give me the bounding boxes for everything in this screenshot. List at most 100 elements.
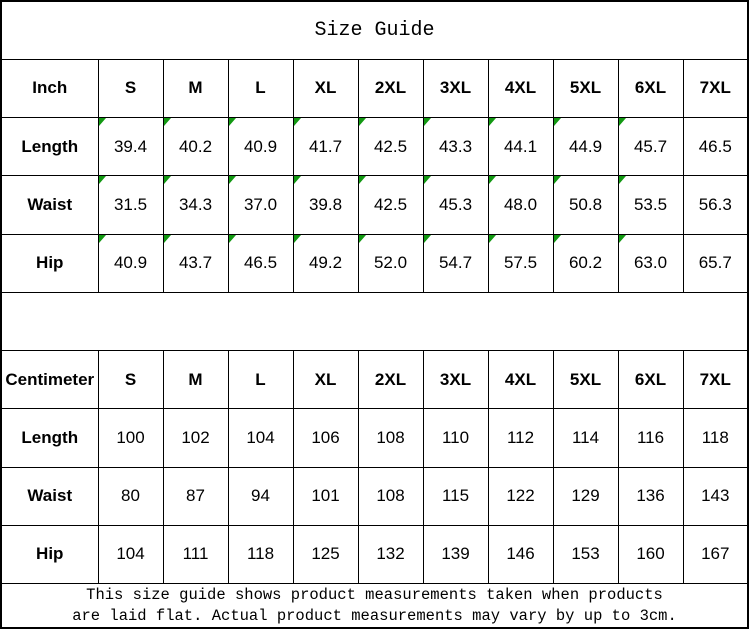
measurement-value-cell: 48.0	[487, 175, 554, 235]
footer-row: This size guide shows product measuremen…	[0, 583, 749, 629]
inch-waist-row: Waist 31.5 34.3 37.0 39.8 42.5 45.3 48.0 50.8 53.…	[0, 175, 749, 235]
cell-corner-indicator-icon	[294, 176, 301, 185]
size-column-header-3xl: 3XL	[422, 58, 489, 119]
cell-corner-indicator-icon	[554, 118, 561, 126]
measurement-label-waist: Waist	[0, 175, 99, 235]
measurement-value-cell: 52.0	[357, 233, 424, 293]
cell-corner-indicator-icon	[164, 176, 171, 185]
size-column-header-l: L	[227, 58, 294, 119]
size-column-header-l: L	[227, 349, 294, 410]
cell-corner-indicator-icon	[554, 176, 561, 185]
size-column-header-s: S	[97, 58, 164, 119]
cell-corner-indicator-icon	[294, 118, 301, 126]
measurement-value-cell: 106	[292, 408, 359, 468]
footer-note-line-1: This size guide shows product measuremen…	[86, 585, 663, 604]
table-spacer-row	[0, 291, 749, 352]
cell-corner-indicator-icon	[424, 176, 431, 185]
size-column-header-2xl: 2XL	[357, 58, 424, 119]
measurement-value-cell: 112	[487, 408, 554, 468]
cell-corner-indicator-icon	[294, 235, 301, 243]
measurement-value-cell: 34.3	[162, 175, 229, 235]
measurement-value-cell: 40.2	[162, 116, 229, 177]
footer-note: This size guide shows product measuremen…	[0, 583, 749, 629]
measurement-label-length: Length	[0, 408, 99, 468]
title-row: Size Guide	[0, 0, 749, 60]
measurement-value-cell: 87	[162, 466, 229, 526]
size-column-header-m: M	[162, 349, 229, 410]
measurement-value-cell: 45.7	[617, 116, 684, 177]
measurement-value-cell: 160	[617, 524, 684, 585]
measurement-value-cell: 53.5	[617, 175, 684, 235]
cell-corner-indicator-icon	[619, 235, 626, 243]
cell-corner-indicator-icon	[99, 118, 106, 126]
inch-hip-row: Hip 40.9 43.7 46.5 49.2 52.0 54.7 57.5 60.2 63.0 6…	[0, 233, 749, 293]
size-column-header-m: M	[162, 58, 229, 119]
measurement-label-length: Length	[0, 116, 99, 177]
size-column-header-s: S	[97, 349, 164, 410]
measurement-value-cell: 94	[227, 466, 294, 526]
cell-corner-indicator-icon	[619, 176, 626, 185]
measurement-value-cell: 115	[422, 466, 489, 526]
centimeter-hip-row: Hip 104 111 118 125 132 139 146 153 160 167	[0, 524, 749, 585]
measurement-value-cell: 122	[487, 466, 554, 526]
cell-corner-indicator-icon	[489, 118, 496, 126]
measurement-value-cell: 167	[682, 524, 749, 585]
cell-corner-indicator-icon	[619, 118, 626, 126]
size-column-header-6xl: 6XL	[617, 349, 684, 410]
measurement-value-cell: 56.3	[682, 175, 749, 235]
measurement-value-cell: 153	[552, 524, 619, 585]
cell-corner-indicator-icon	[359, 235, 366, 243]
page-title: Size Guide	[0, 0, 749, 60]
cell-corner-indicator-icon	[489, 235, 496, 243]
measurement-value-cell: 46.5	[682, 116, 749, 177]
unit-label-centimeter: Centimeter	[0, 349, 99, 410]
size-column-header-4xl: 4XL	[487, 349, 554, 410]
size-column-header-6xl: 6XL	[617, 58, 684, 119]
cell-corner-indicator-icon	[359, 118, 366, 126]
measurement-value-cell: 43.7	[162, 233, 229, 293]
measurement-value-cell: 108	[357, 408, 424, 468]
measurement-value-cell: 37.0	[227, 175, 294, 235]
measurement-value-cell: 80	[97, 466, 164, 526]
unit-label-inch: Inch	[0, 58, 99, 119]
measurement-value-cell: 41.7	[292, 116, 359, 177]
size-column-header-3xl: 3XL	[422, 349, 489, 410]
cell-corner-indicator-icon	[99, 235, 106, 243]
measurement-value-cell: 100	[97, 408, 164, 468]
measurement-value-cell: 43.3	[422, 116, 489, 177]
measurement-value-cell: 39.4	[97, 116, 164, 177]
cell-corner-indicator-icon	[229, 118, 236, 126]
centimeter-length-row: Length 100 102 104 106 108 110 112 114 116 118	[0, 408, 749, 468]
measurement-label-hip: Hip	[0, 524, 99, 585]
cell-corner-indicator-icon	[164, 235, 171, 243]
measurement-value-cell: 44.1	[487, 116, 554, 177]
measurement-value-cell: 116	[617, 408, 684, 468]
measurement-value-cell: 104	[227, 408, 294, 468]
measurement-value-cell: 57.5	[487, 233, 554, 293]
measurement-value-cell: 139	[422, 524, 489, 585]
measurement-value-cell: 40.9	[227, 116, 294, 177]
size-column-header-5xl: 5XL	[552, 349, 619, 410]
size-column-header-5xl: 5XL	[552, 58, 619, 119]
measurement-value-cell: 42.5	[357, 116, 424, 177]
measurement-value-cell: 42.5	[357, 175, 424, 235]
measurement-value-cell: 46.5	[227, 233, 294, 293]
size-column-header-2xl: 2XL	[357, 349, 424, 410]
size-column-header-7xl: 7XL	[682, 349, 749, 410]
cell-corner-indicator-icon	[164, 118, 171, 126]
measurement-value-cell: 110	[422, 408, 489, 468]
measurement-value-cell: 143	[682, 466, 749, 526]
measurement-value-cell: 65.7	[682, 233, 749, 293]
measurement-value-cell: 129	[552, 466, 619, 526]
measurement-value-cell: 104	[97, 524, 164, 585]
cell-corner-indicator-icon	[229, 235, 236, 243]
measurement-value-cell: 101	[292, 466, 359, 526]
measurement-value-cell: 118	[682, 408, 749, 468]
measurement-value-cell: 136	[617, 466, 684, 526]
measurement-value-cell: 108	[357, 466, 424, 526]
measurement-value-cell: 132	[357, 524, 424, 585]
size-column-header-xl: XL	[292, 349, 359, 410]
inch-length-row: Length 39.4 40.2 40.9 41.7 42.5 43.3 44.1 44.9 45…	[0, 116, 749, 177]
